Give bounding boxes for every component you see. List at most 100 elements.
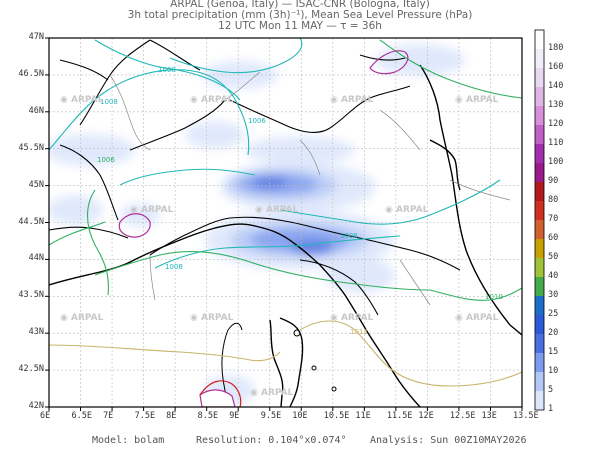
arpal-watermark: ◉ ARPAL [250,388,294,398]
lon-label: 11E [355,411,371,421]
colorbar-label: 40 [548,271,559,281]
arpal-watermark: ◉ ARPAL [385,205,429,215]
colorbar-frame [534,29,545,411]
lat-label: 46N [28,105,44,116]
lat-label: 46.5N [18,68,44,79]
colorbar-swatch [535,334,544,353]
colorbar-label: 10 [548,366,559,376]
lon-label: 13.5E [513,411,539,421]
colorbar-swatch [535,182,544,201]
lon-label: 7E [103,411,114,421]
isobar-label: 1008 [158,66,176,74]
footer-model: Model: bolam [92,435,165,446]
isobar-label: 1010 [485,293,503,301]
colorbar-label: 1 [548,404,554,414]
coastline-borders [49,64,522,407]
arpal-watermark: ◉ ARPAL [455,95,499,105]
colorbar-swatch [535,106,544,125]
header-line-3: 12 UTC Mon 11 MAY — τ = 36h [218,20,382,32]
colorbar-swatch [535,144,544,163]
colorbar-swatch [535,258,544,277]
colorbar-label: 30 [548,290,559,300]
colorbar-swatch [535,68,544,87]
lon-label: 9E [229,411,240,421]
lon-label: 10E [292,411,308,421]
lon-label: 6E [40,411,51,421]
colorbar-swatch [535,353,544,372]
colorbar-label: 130 [548,100,564,110]
lat-label: 42.5N [18,364,44,375]
colorbar-label: 15 [548,347,559,357]
colorbar-label: 25 [548,309,559,319]
isobars [49,38,522,387]
colorbar-swatch [535,201,544,220]
isobar-label: 1008 [100,98,118,106]
lon-label: 8E [166,411,177,421]
lon-label: 11.5E [386,411,413,421]
isobar-label: 1006 [248,117,266,125]
colorbar-swatch [535,125,544,144]
lat-label: 44N [28,253,44,264]
isobar-label: 1006 [97,156,115,164]
colorbar-label: 160 [548,62,564,72]
axis-ticks [45,37,523,411]
lon-label: 7.5E [134,411,156,421]
high-precip-contours [118,50,409,407]
lon-label: 6.5E [71,411,93,421]
lat-label: 42N [28,401,44,411]
lat-label: 47N [28,32,44,42]
footer-analysis: Analysis: Sun 00Z10MAY2026 [370,435,527,446]
colorbar-swatch [535,315,544,334]
colorbar-swatch [535,49,544,68]
arpal-watermark: ◉ ARPAL [330,313,374,323]
colorbar-label: 60 [548,233,559,243]
header-line-2: 3h total precipitation (mm (3h)⁻¹), Mean… [127,9,473,21]
colorbar-label: 140 [548,81,564,91]
arpal-watermark: ◉ ARPAL [330,95,374,105]
colorbar-swatch [535,391,544,410]
colorbar-swatch [535,296,544,315]
lat-label: 45.5N [18,142,44,153]
lat-label: 45N [28,179,44,190]
header-line-1: ARPAL (Genoa, Italy) — ISAC-CNR (Bologna… [170,0,430,10]
isobar-label: 1006 [340,232,358,240]
colorbar-label: 110 [548,138,564,148]
arpal-watermark: ◉ ARPAL [60,95,104,105]
arpal-watermark: ◉ ARPAL [60,313,104,323]
watermarks: ◉ ARPAL ◉ ARPAL ◉ ARPAL ◉ ARPAL ◉ ARPAL ◉ ARP… [60,95,499,398]
colorbar-label: 80 [548,195,559,205]
colorbar-swatch [535,239,544,258]
colorbar-swatch [535,372,544,391]
lat-label: 43N [28,327,44,338]
isobar-label: 1008 [165,263,183,271]
arpal-watermark: ◉ ARPAL [455,313,499,323]
lon-label: 12.5E [449,411,476,421]
colorbar-label: 120 [548,119,564,129]
land-borders [49,39,461,316]
colorbar-label: 70 [548,214,559,224]
colorbar-swatch [535,87,544,106]
colorbar-swatch [535,163,544,182]
lon-label: 13E [481,411,497,421]
colorbar-label: 100 [548,157,564,167]
arpal-watermark: ◉ ARPAL [255,205,299,215]
colorbar-label: 90 [548,176,559,186]
lon-label: 9.5E [260,411,282,421]
lon-label: 8.5E [197,411,219,421]
colorbar [534,29,545,411]
graticule [49,38,522,407]
isobar-labels: 1008 1008 1006 1006 1006 1008 1010 1012 [97,66,503,336]
colorbar-label: 180 [548,43,564,53]
arpal-watermark: ◉ ARPAL [190,95,234,105]
arpal-watermark: ◉ ARPAL [130,205,174,215]
lon-label: 12E [418,411,434,421]
isobar-label: 1012 [350,328,368,336]
precip-shading [49,44,465,405]
colorbar-swatch [535,277,544,296]
colorbar-label: 20 [548,328,559,338]
footer-resolution: Resolution: 0.104°x0.074° [196,435,347,446]
lat-label: 44.5N [18,216,44,227]
colorbar-swatch [535,30,544,49]
arpal-watermark: ◉ ARPAL [190,313,234,323]
